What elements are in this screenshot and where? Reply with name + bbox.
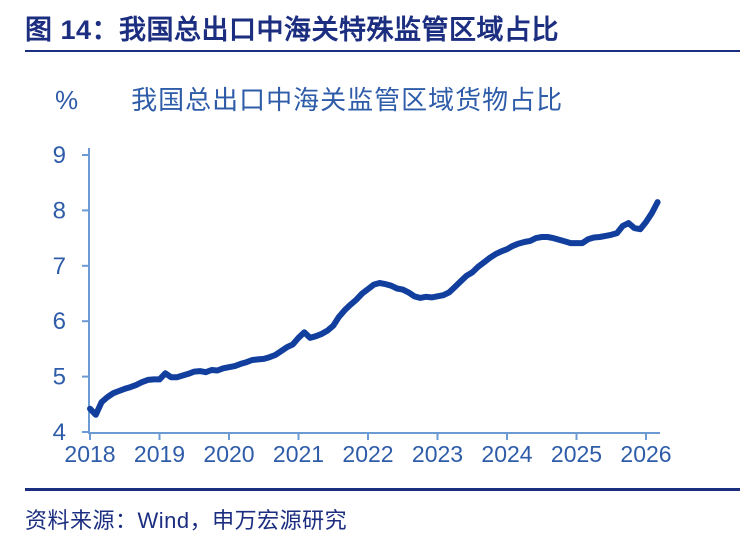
chart-legend-row: % 我国总出口中海关监管区域货物占比	[55, 80, 563, 117]
y-tick-label: 5	[53, 364, 66, 391]
x-tick-label: 2025	[551, 441, 602, 467]
x-tick-label: 2023	[412, 441, 463, 467]
y-tick-label: 9	[53, 142, 66, 169]
x-tick-label: 2018	[64, 441, 115, 467]
y-tick-label: 6	[53, 308, 66, 335]
source-note: 资料来源：Wind，申万宏源研究	[25, 508, 348, 533]
x-tick-label: 2024	[481, 441, 532, 467]
y-tick-label: 4	[53, 419, 66, 446]
y-tick-label: 8	[53, 197, 66, 224]
x-tick-label: 2021	[273, 441, 324, 467]
footer-rule	[25, 488, 740, 491]
series-title: 我国总出口中海关监管区域货物占比	[131, 85, 564, 115]
x-tick-label: 2020	[203, 441, 254, 467]
title-underline	[25, 50, 740, 52]
x-tick-label: 2019	[134, 441, 185, 467]
y-tick-label: 7	[53, 253, 66, 280]
y-axis-unit-label: %	[55, 85, 79, 115]
x-tick-label: 2026	[620, 441, 671, 467]
figure-title: 图 14：我国总出口中海关特殊监管区域占比	[25, 15, 560, 45]
data-line	[87, 199, 661, 418]
x-tick-label: 2022	[342, 441, 393, 467]
